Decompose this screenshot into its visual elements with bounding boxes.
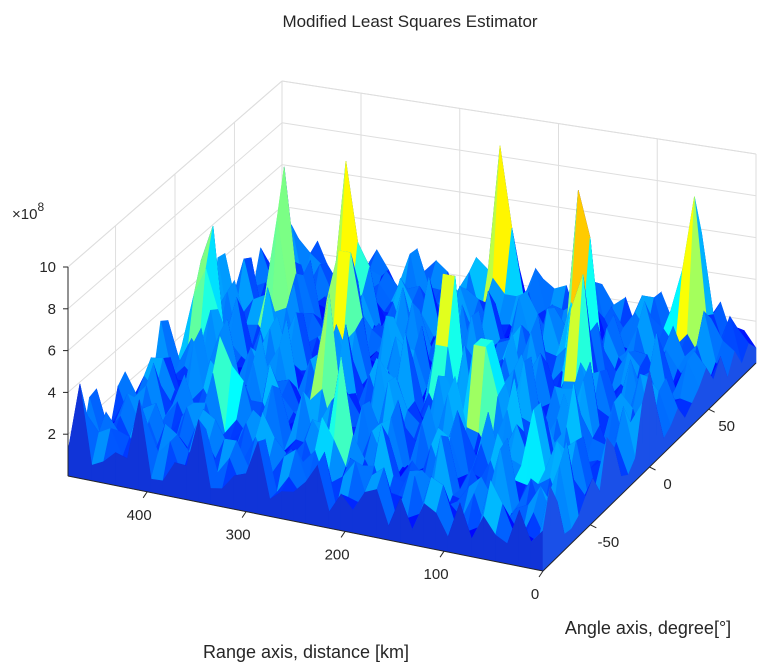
z-tick-label: 4 [48,384,56,401]
surface-skirt [91,461,104,484]
z-tick-label: 2 [48,426,56,443]
x-tick-label: 200 [325,546,350,563]
x-tick-label: 0 [531,586,539,603]
surface-plot [67,145,757,572]
x-tick-label: 100 [424,566,449,583]
y-tick-label: 0 [663,476,671,493]
z-tick-label: 10 [39,259,56,276]
x-axis-label: Range axis, distance [km] [203,642,409,662]
tick-labels: 2 4 6 8 10 400 300 200 100 0 -50 0 50 [39,259,735,603]
x-tick-label: 300 [226,527,251,544]
surface-skirt [364,489,378,539]
z-multiplier-exponent: 8 [37,200,44,214]
surface-skirt [281,491,294,522]
surface-skirt [174,462,188,501]
z-multiplier: ×108 [12,200,44,223]
surface-skirt [210,488,223,508]
z-tick-label: 6 [48,343,56,360]
y-axis-label: Angle axis, degree[°] [565,618,731,638]
y-tick-label: 50 [718,418,735,435]
surface-skirt [115,452,128,489]
x-tick-label: 400 [127,507,152,524]
surface-skirt [233,473,247,512]
surface-skirt [606,436,615,510]
y-tick-label: -50 [597,534,619,551]
surface-skirt [67,383,81,479]
z-tick-label: 8 [48,301,56,318]
chart-title: Modified Least Squares Estimator [282,12,537,31]
